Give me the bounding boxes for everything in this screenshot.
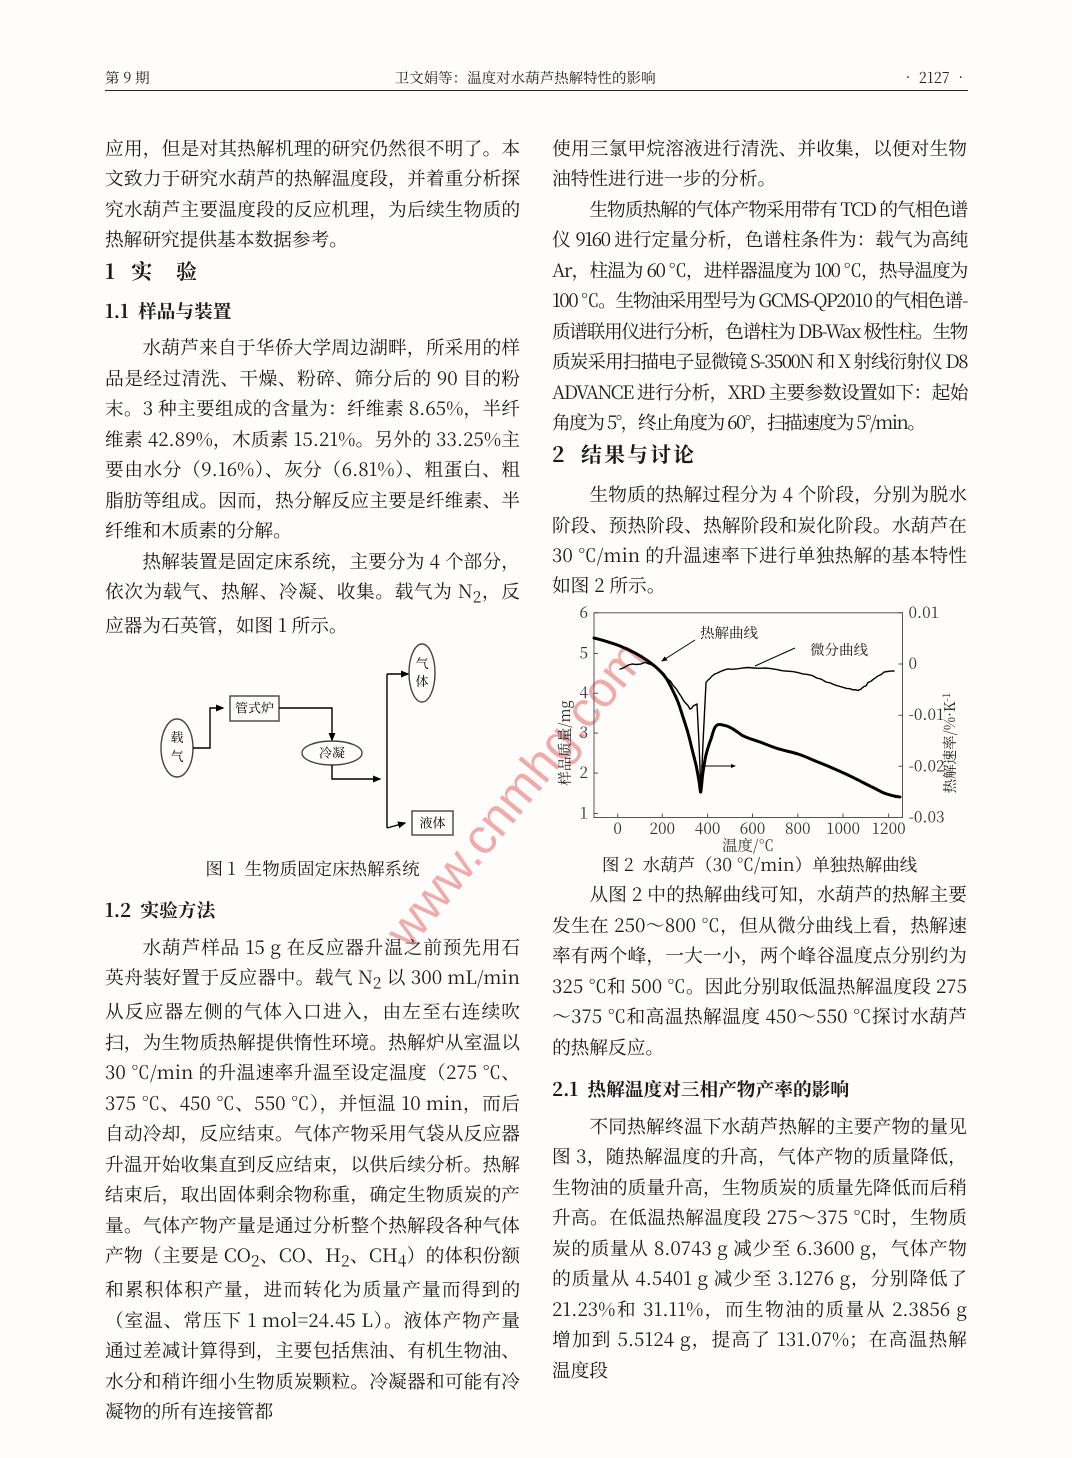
svg-text:5: 5 <box>579 641 588 663</box>
svg-text:0: 0 <box>909 652 918 674</box>
svg-text:液体: 液体 <box>419 812 445 831</box>
svg-text:温度/℃: 温度/℃ <box>722 834 774 856</box>
svg-text:微分曲线: 微分曲线 <box>810 639 868 660</box>
svg-text:-0.03: -0.03 <box>909 805 945 827</box>
svg-text:6: 6 <box>579 601 588 623</box>
svg-text:800: 800 <box>785 817 811 839</box>
svg-text:冷凝: 冷凝 <box>319 742 345 761</box>
svg-text:气: 气 <box>170 746 183 765</box>
svg-text:样品质量/mg: 样品质量/mg <box>554 700 575 785</box>
svg-text:1000: 1000 <box>826 817 860 839</box>
svg-text:体: 体 <box>415 671 428 690</box>
svg-text:2: 2 <box>579 761 588 783</box>
svg-text:0.01: 0.01 <box>909 601 940 623</box>
svg-text:热解速率/%·K-1: 热解速率/%·K-1 <box>938 693 960 794</box>
svg-text:热解曲线: 热解曲线 <box>700 622 758 643</box>
svg-text:1: 1 <box>579 801 588 823</box>
svg-text:200: 200 <box>650 817 676 839</box>
svg-text:载: 载 <box>170 727 183 746</box>
svg-text:4: 4 <box>579 681 588 703</box>
svg-text:1200: 1200 <box>872 817 906 839</box>
svg-text:400: 400 <box>695 817 721 839</box>
svg-text:0: 0 <box>613 817 622 839</box>
svg-text:管式炉: 管式炉 <box>235 697 274 716</box>
svg-text:3: 3 <box>579 721 588 743</box>
svg-text:气: 气 <box>415 653 428 672</box>
